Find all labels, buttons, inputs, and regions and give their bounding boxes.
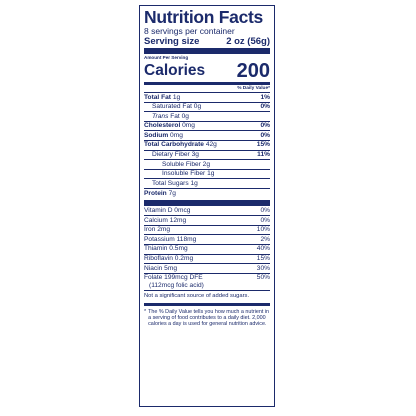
serving-size-label: Serving size xyxy=(144,36,200,47)
thick-divider xyxy=(144,48,270,54)
vitamin-label: Potassium 118mg xyxy=(144,235,197,243)
insoluble-fiber-label: Insoluble Fiber 1g xyxy=(162,170,215,178)
footnote-text: The % Daily Value tells you how much a n… xyxy=(148,308,270,328)
vitamin-dv: 0% xyxy=(260,216,270,224)
saturated-fat-dv: 0% xyxy=(260,103,270,111)
vitamin-label: Thiamin 0.5mg xyxy=(144,245,188,253)
vitamin-dv: 30% xyxy=(256,264,270,272)
daily-value-footnote: * The % Daily Value tells you how much a… xyxy=(144,306,270,328)
calories-row: Calories 200 xyxy=(144,61,270,81)
folate-label: Folate 199mcg DFE xyxy=(144,273,203,281)
total-carbohydrate-dv: 15% xyxy=(256,141,270,149)
total-fat-amount: 1g xyxy=(172,93,181,101)
vitamin-dv: 0% xyxy=(260,207,270,215)
total-carbohydrate-label: Total Carbohydrate xyxy=(144,141,204,149)
sodium-label: Sodium xyxy=(144,131,169,139)
calories-value: 200 xyxy=(236,60,270,82)
thick-divider xyxy=(144,199,270,206)
dietary-fiber-dv: 11% xyxy=(257,151,270,159)
insoluble-fiber-row: Insoluble Fiber 1g xyxy=(144,170,270,180)
vitamin-dv: 2% xyxy=(260,235,270,243)
daily-value-heading: % Daily Value* xyxy=(144,85,270,93)
total-carbohydrate-row: Total Carbohydrate 42g 15% xyxy=(144,141,270,151)
trans-fat-row: Trans Fat 0g xyxy=(144,112,270,122)
total-fat-dv: 1% xyxy=(260,93,270,101)
folic-acid-amount: (112mcg folic acid) xyxy=(149,281,204,289)
total-fat-row: Total Fat 1g 1% xyxy=(144,93,270,103)
added-sugars-note: Not a significant source of added sugars… xyxy=(144,291,270,306)
trans-fat-rest: Fat 0g xyxy=(168,112,189,120)
vitamin-row: Thiamin 0.5mg 40% xyxy=(144,245,270,255)
sodium-row: Sodium 0mg 0% xyxy=(144,131,270,141)
trans-fat-italic: Trans xyxy=(152,112,169,120)
total-sugars-label: Total Sugars 1g xyxy=(152,179,198,187)
cholesterol-row: Cholesterol 0mg 0% xyxy=(144,122,270,132)
sodium-amount: 0mg xyxy=(170,131,183,139)
medium-divider xyxy=(144,82,270,85)
cholesterol-label: Cholesterol xyxy=(144,122,181,130)
label-title: Nutrition Facts xyxy=(144,7,263,27)
vitamin-row: Iron 2mg 10% xyxy=(144,226,270,236)
vitamin-row: Niacin 5mg 30% xyxy=(144,264,270,274)
vitamin-label: Vitamin D 0mcg xyxy=(144,207,191,215)
vitamin-row: Riboflavin 0.2mg 15% xyxy=(144,255,270,265)
dietary-fiber-label: Dietary Fiber 3g xyxy=(152,151,199,159)
folate-row: Folate 199mcg DFE (112mcg folic acid) 50… xyxy=(144,274,270,291)
servings-per-container: 8 servings per container xyxy=(144,26,235,36)
vitamin-dv: 10% xyxy=(256,226,270,234)
calories-label: Calories xyxy=(144,62,206,79)
protein-label: Protein xyxy=(144,189,167,197)
vitamin-row: Calcium 12mg 0% xyxy=(144,216,270,226)
protein-row: Protein 7g xyxy=(144,189,270,199)
protein-amount: 7g xyxy=(168,189,176,197)
dietary-fiber-row: Dietary Fiber 3g 11% xyxy=(144,151,270,161)
amount-per-serving: Amount Per Serving xyxy=(144,55,189,60)
serving-size-value: 2 oz (56g) xyxy=(226,36,270,47)
total-sugars-row: Total Sugars 1g xyxy=(144,179,270,189)
total-carbohydrate-amount: 42g xyxy=(205,141,217,149)
vitamin-row: Vitamin D 0mcg 0% xyxy=(144,207,270,217)
nutrition-facts-label: Nutrition Facts 8 servings per container… xyxy=(139,5,275,407)
vitamin-dv: 40% xyxy=(256,245,270,253)
vitamin-label: Calcium 12mg xyxy=(144,216,187,224)
saturated-fat-row: Saturated Fat 0g 0% xyxy=(144,103,270,113)
vitamin-dv: 15% xyxy=(256,255,270,262)
folate-dv: 50% xyxy=(256,273,270,281)
vitamin-label: Niacin 5mg xyxy=(144,264,177,272)
vitamin-label: Iron 2mg xyxy=(144,226,171,234)
saturated-fat-label: Saturated Fat 0g xyxy=(152,103,202,111)
total-fat-label: Total Fat xyxy=(144,93,171,101)
vitamin-row: Potassium 118mg 2% xyxy=(144,235,270,245)
soluble-fiber-label: Soluble Fiber 2g xyxy=(162,160,211,168)
vitamin-label: Riboflavin 0.2mg xyxy=(144,255,194,262)
cholesterol-amount: 0mg xyxy=(182,122,195,130)
soluble-fiber-row: Soluble Fiber 2g xyxy=(144,160,270,170)
sodium-dv: 0% xyxy=(260,131,270,139)
serving-size-row: Serving size 2 oz (56g) xyxy=(144,36,270,47)
cholesterol-dv: 0% xyxy=(260,122,270,130)
footnote-asterisk: * xyxy=(144,308,147,315)
